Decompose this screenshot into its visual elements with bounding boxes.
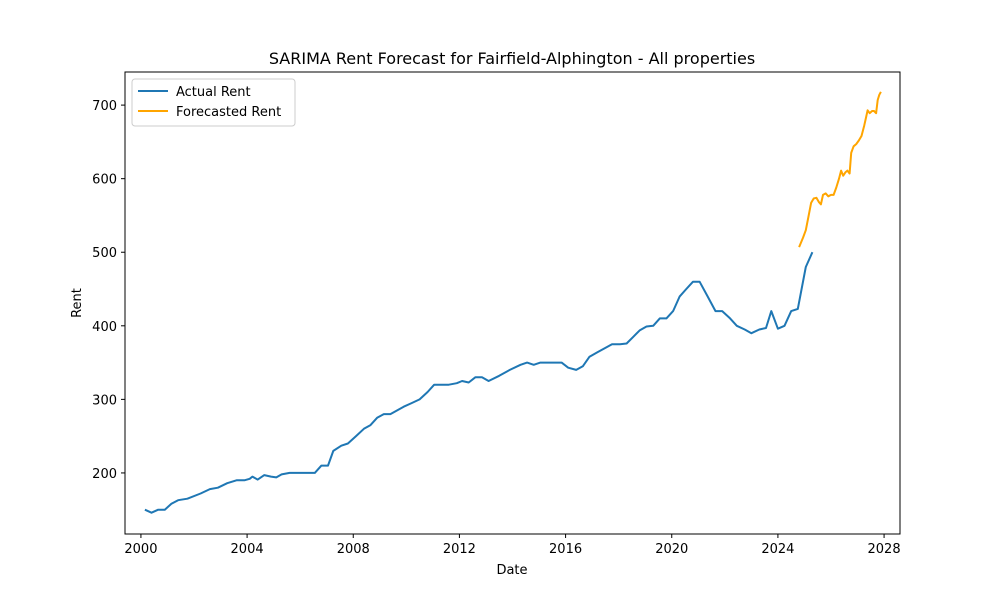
x-tick-label: 2004 <box>231 542 264 557</box>
axes-frame <box>124 71 901 535</box>
x-tick-label: 2016 <box>549 542 582 557</box>
series-line-actual-rent <box>144 251 814 514</box>
y-tick-label: 200 <box>92 467 117 482</box>
y-tick-label: 500 <box>92 246 117 261</box>
legend: Actual Rent Forecasted Rent <box>131 78 296 127</box>
x-tick-label: 2028 <box>868 542 901 557</box>
y-tick-label: 300 <box>92 393 117 408</box>
y-tick-label: 700 <box>92 99 117 114</box>
plot-area <box>124 71 901 535</box>
x-axis-label: Date <box>496 563 527 578</box>
x-tick-label: 2024 <box>761 542 794 557</box>
legend-box <box>131 78 296 127</box>
legend-label-actual-rent: Actual Rent <box>176 85 251 100</box>
series-layer <box>144 91 882 514</box>
x-tick-label: 2012 <box>443 542 476 557</box>
x-tick-label: 2008 <box>337 542 370 557</box>
x-tick-label: 2020 <box>655 542 688 557</box>
legend-label-forecasted-rent: Forecasted Rent <box>176 105 281 120</box>
y-axis: 200 300 400 500 600 700 <box>92 99 125 482</box>
x-tick-label: 2000 <box>124 542 157 557</box>
x-axis: 2000 2004 2008 2012 2016 2020 2024 2028 <box>124 534 901 557</box>
series-line-forecasted-rent <box>798 91 882 248</box>
y-tick-label: 400 <box>92 320 117 335</box>
y-axis-label: Rent <box>70 288 85 318</box>
chart-title: SARIMA Rent Forecast for Fairfield-Alphi… <box>269 49 755 68</box>
y-tick-label: 600 <box>92 173 117 188</box>
